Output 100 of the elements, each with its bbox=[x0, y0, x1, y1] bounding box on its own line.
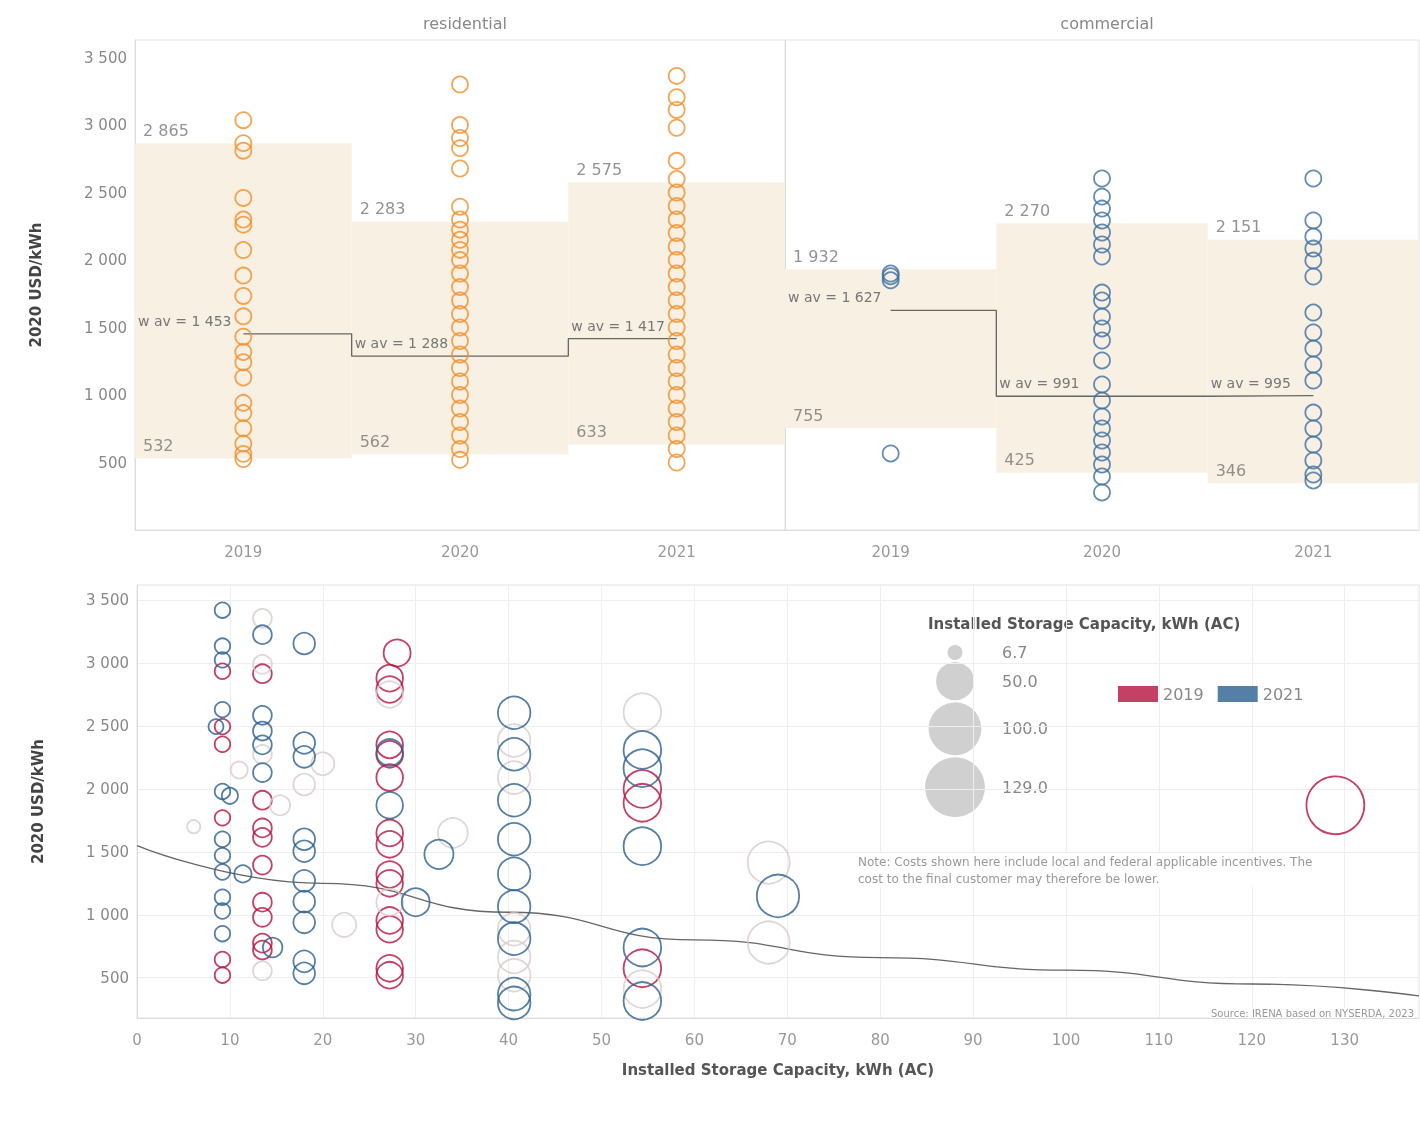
point bbox=[1093, 235, 1111, 254]
data-label: w av = 1 627 bbox=[788, 289, 882, 306]
point bbox=[1304, 465, 1323, 484]
x-tick-label: 2019 bbox=[871, 542, 910, 561]
annotation: 425 bbox=[1004, 450, 1035, 470]
annotation: 633 bbox=[576, 422, 607, 442]
point bbox=[1093, 431, 1111, 450]
x-tick-label: 60 bbox=[684, 1030, 704, 1049]
point bbox=[1093, 199, 1111, 218]
annotation: Note: Costs shown here include local and federal applicable incentives. The cost to the final customer may therefore be lower. bbox=[858, 854, 1317, 886]
y-tick-label: 3 000 bbox=[84, 116, 127, 135]
y-tick-label: 500 bbox=[98, 453, 127, 472]
data-label: w av = 1 453 bbox=[138, 312, 232, 329]
x-tick-label: 2021 bbox=[657, 542, 696, 561]
legend-label: 2019 bbox=[1163, 684, 1204, 704]
point bbox=[1304, 371, 1323, 390]
x-tick-label: 100 bbox=[1051, 1030, 1081, 1049]
point bbox=[1304, 169, 1323, 188]
point bbox=[1093, 247, 1111, 266]
point bbox=[1304, 303, 1323, 322]
point bbox=[1304, 435, 1323, 454]
annotation: 2 270 bbox=[1004, 201, 1051, 221]
legend-label: 50.0 bbox=[1002, 671, 1038, 691]
x-tick-label: 120 bbox=[1237, 1030, 1267, 1049]
x-tick-label: 2021 bbox=[1294, 542, 1333, 561]
y-tick-label: 2 500 bbox=[84, 183, 127, 202]
point bbox=[1093, 483, 1111, 502]
point bbox=[1093, 223, 1111, 242]
y-axis-title: 2020 USD/kWh bbox=[26, 222, 45, 348]
x-tick-label: 2020 bbox=[440, 542, 480, 561]
point bbox=[1304, 471, 1323, 490]
point bbox=[1093, 407, 1111, 426]
y-tick-label: 1 500 bbox=[86, 842, 129, 861]
point bbox=[881, 271, 900, 290]
point bbox=[1304, 211, 1323, 230]
point bbox=[1093, 319, 1111, 338]
point bbox=[1093, 283, 1111, 302]
y-tick-label: 3 000 bbox=[86, 654, 129, 673]
point bbox=[1093, 455, 1111, 474]
point bbox=[1093, 187, 1111, 206]
y-tick-label: 3 500 bbox=[84, 48, 127, 67]
point bbox=[1304, 355, 1323, 374]
y-tick-label: 2 500 bbox=[86, 716, 129, 735]
data-label: w av = 991 bbox=[999, 375, 1080, 392]
annotation: 346 bbox=[1215, 460, 1247, 480]
y-tick-label: 2 000 bbox=[86, 779, 129, 798]
annotation: Source: IRENA based on NYSERDA, 2023 bbox=[1211, 1007, 1414, 1019]
data-label: w av = 1 288 bbox=[354, 335, 449, 352]
point bbox=[881, 444, 900, 463]
annotation: 755 bbox=[793, 405, 824, 425]
point bbox=[1304, 323, 1323, 342]
data-label: w av = 1 417 bbox=[571, 317, 665, 334]
y-tick-label: 3 500 bbox=[86, 591, 129, 610]
annotation: 2 865 bbox=[143, 120, 189, 140]
y-axis-title: 2020 USD/kWh bbox=[28, 738, 47, 865]
point bbox=[1304, 419, 1323, 438]
point bbox=[1093, 467, 1111, 486]
x-tick-label: 70 bbox=[777, 1030, 797, 1049]
annotation: 2 575 bbox=[576, 159, 623, 179]
point bbox=[1304, 339, 1323, 358]
point bbox=[1093, 375, 1111, 394]
point bbox=[1304, 267, 1323, 286]
line-series bbox=[136, 844, 1420, 997]
point bbox=[1093, 211, 1111, 230]
x-axis-title: Installed Storage Capacity, kWh (AC) bbox=[621, 1060, 935, 1079]
x-tick-label: 40 bbox=[499, 1030, 519, 1049]
point bbox=[1304, 239, 1323, 258]
annotation: 2 151 bbox=[1215, 217, 1262, 237]
point bbox=[1304, 227, 1323, 246]
x-tick-label: 90 bbox=[963, 1030, 983, 1049]
point bbox=[1093, 169, 1111, 188]
y-tick-label: 1 000 bbox=[84, 386, 127, 405]
x-tick-label: 50 bbox=[591, 1030, 612, 1049]
annotation: 2 283 bbox=[359, 199, 406, 219]
chart-title: residential bbox=[423, 13, 507, 33]
point bbox=[1093, 307, 1111, 326]
legend-title: Installed Storage Capacity, kWh (AC) bbox=[928, 614, 1241, 633]
annotation: 1 932 bbox=[793, 246, 839, 266]
legend-label: 2021 bbox=[1262, 684, 1304, 704]
annotation: 532 bbox=[143, 435, 174, 455]
x-tick-label: 110 bbox=[1144, 1030, 1174, 1049]
x-tick-label: 10 bbox=[220, 1030, 240, 1049]
point bbox=[1093, 351, 1111, 370]
legend-label: 6.7 bbox=[1002, 643, 1028, 663]
point bbox=[1304, 451, 1323, 470]
point bbox=[1093, 443, 1111, 462]
y-tick-label: 1 500 bbox=[84, 318, 127, 337]
point bbox=[1093, 391, 1111, 410]
chart-title: commercial bbox=[1060, 13, 1154, 33]
x-tick-label: 30 bbox=[406, 1030, 426, 1049]
data-label: w av = 995 bbox=[1210, 374, 1291, 391]
y-tick-label: 1 000 bbox=[86, 905, 129, 924]
x-tick-label: 130 bbox=[1330, 1030, 1359, 1049]
point bbox=[1093, 331, 1111, 350]
x-tick-label: 80 bbox=[870, 1030, 890, 1049]
x-tick-label: 0 bbox=[132, 1030, 142, 1049]
annotation: 562 bbox=[359, 431, 391, 451]
point bbox=[1304, 403, 1323, 422]
point bbox=[1093, 419, 1111, 438]
y-tick-label: 2 000 bbox=[84, 251, 127, 270]
